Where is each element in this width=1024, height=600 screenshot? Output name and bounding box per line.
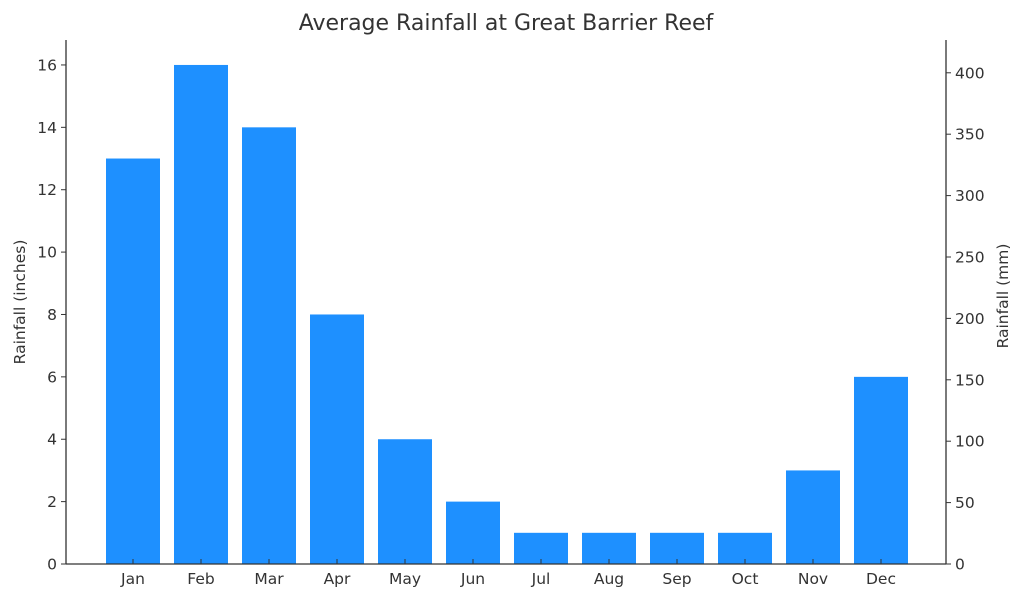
- x-tick-label: Jul: [531, 570, 551, 588]
- right-y-axis: 0 50 100 150 200 250 300 350 400: [945, 40, 985, 574]
- x-axis: Jan Feb Mar Apr May Jun Jul Aug Sep Oct Nov Dec: [66, 559, 946, 588]
- bar-may: [378, 439, 432, 564]
- left-tick-label: 12: [37, 181, 57, 199]
- left-tick-label: 2: [47, 493, 57, 511]
- x-tick-label: Mar: [254, 570, 284, 588]
- chart-title: Average Rainfall at Great Barrier Reef: [299, 11, 715, 36]
- left-tick-label: 0: [47, 556, 57, 574]
- bar-dec: [854, 376, 908, 564]
- bar-feb: [174, 64, 228, 564]
- bar-nov: [786, 470, 840, 564]
- bar-aug: [582, 532, 636, 564]
- right-tick-label: 50: [955, 494, 975, 512]
- right-tick-label: 150: [955, 371, 985, 389]
- x-tick-label: Feb: [187, 570, 214, 588]
- right-tick-label: 350: [955, 126, 985, 144]
- left-y-axis: 0 2 4 6 8 10 12 14 16: [37, 40, 67, 574]
- left-tick-label: 4: [47, 431, 57, 449]
- left-tick-label: 6: [47, 368, 57, 386]
- bar-jan: [106, 158, 160, 564]
- left-tick-label: 8: [47, 306, 57, 324]
- bar-sep: [650, 532, 704, 564]
- bar-apr: [310, 314, 364, 564]
- x-tick-label: May: [389, 570, 421, 588]
- left-y-axis-label: Rainfall (inches): [11, 240, 29, 365]
- x-tick-label: Oct: [732, 570, 759, 588]
- x-tick-label: Aug: [594, 570, 624, 588]
- left-tick-label: 16: [37, 56, 57, 74]
- right-tick-label: 400: [955, 64, 985, 82]
- x-tick-label: Apr: [324, 570, 351, 588]
- x-tick-label: Jun: [460, 570, 485, 588]
- right-tick-label: 300: [955, 187, 985, 205]
- left-tick-label: 14: [37, 119, 57, 137]
- bar-jul: [514, 532, 568, 564]
- right-tick-label: 200: [955, 310, 985, 328]
- right-tick-label: 250: [955, 248, 985, 266]
- bar-oct: [718, 532, 772, 564]
- x-tick-label: Dec: [866, 570, 896, 588]
- bar-jun: [446, 501, 500, 564]
- x-tick-label: Nov: [798, 570, 828, 588]
- right-tick-label: 100: [955, 433, 985, 451]
- bars-group: [106, 64, 908, 564]
- right-tick-label: 0: [955, 556, 965, 574]
- x-tick-label: Jan: [120, 570, 145, 588]
- right-y-axis-label: Rainfall (mm): [994, 244, 1012, 349]
- left-tick-label: 10: [37, 244, 57, 262]
- x-tick-label: Sep: [662, 570, 691, 588]
- bar-mar: [242, 127, 296, 564]
